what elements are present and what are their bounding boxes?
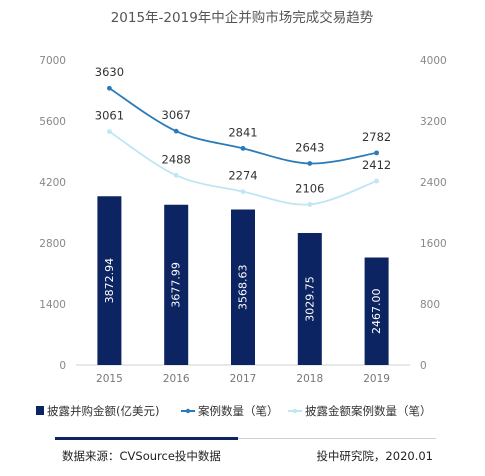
bar xyxy=(364,257,389,365)
label-layer: 3872.94 3677.99 3568.63 3029.75 2467.00 3630 3… xyxy=(95,65,391,334)
series-point xyxy=(173,172,179,178)
y-right-tick-label: 1600 xyxy=(420,238,447,250)
y-left-tick-label: 7000 xyxy=(39,55,66,67)
line-value-label: 2782 xyxy=(362,130,391,144)
y-left-tick-label: 2800 xyxy=(39,238,66,250)
y-right-tick-label: 4000 xyxy=(420,55,447,67)
line-value-label: 2412 xyxy=(362,158,391,172)
y-left-tick-label: 1400 xyxy=(39,299,66,311)
series-point xyxy=(307,202,313,207)
x-tick-label: 2016 xyxy=(163,373,190,385)
series-point xyxy=(307,161,313,166)
footer-publisher: 投中研究院，2020.01 xyxy=(316,449,433,463)
line-value-label: 3630 xyxy=(95,65,124,79)
bar-value-label: 3677.99 xyxy=(170,262,183,308)
y-right-tick-label: 2400 xyxy=(420,177,447,189)
line-value-label: 2488 xyxy=(162,152,191,166)
line-value-label: 2106 xyxy=(295,181,324,195)
legend-label: 案例数量（笔） xyxy=(198,404,279,418)
y-left-tick-label: 4200 xyxy=(39,177,66,189)
bar xyxy=(164,204,189,365)
bar xyxy=(297,232,322,365)
axis-layer: 0 1400 2800 4200 5600 7000 0 800 1600 2400 3200 400… xyxy=(39,55,446,385)
bar-value-label: 2467.00 xyxy=(370,289,383,335)
series-point xyxy=(374,178,379,184)
series-point xyxy=(240,189,246,195)
legend-label: 披露金额案例数量（笔） xyxy=(305,404,432,418)
bar xyxy=(231,209,255,365)
footer: 数据来源：CVSource投中数据 投中研究院，2020.01 xyxy=(55,437,436,463)
y-right-tick-label: 800 xyxy=(420,299,440,311)
y-right-tick-label: 0 xyxy=(420,360,427,372)
bar-value-label: 3029.75 xyxy=(303,276,316,322)
chart-title: 2015年-2019年中企并购市场完成交易趋势 xyxy=(111,9,374,26)
legend-swatch-point xyxy=(185,408,191,414)
line-value-label: 2274 xyxy=(228,169,257,183)
series-point xyxy=(107,85,112,91)
line-value-label: 3061 xyxy=(95,109,124,123)
line-value-label: 2841 xyxy=(228,125,257,139)
y-left-tick-label: 0 xyxy=(59,360,66,372)
y-right-tick-label: 3200 xyxy=(420,116,447,128)
x-tick-label: 2015 xyxy=(96,373,123,385)
line-layer xyxy=(107,85,379,207)
legend-swatch-bar xyxy=(36,406,44,415)
legend-swatch-point xyxy=(292,408,298,414)
footer-accent-bar xyxy=(55,437,238,440)
legend-label: 披露并购金额(亿美元) xyxy=(47,404,159,418)
line-value-label: 2643 xyxy=(295,140,324,154)
x-tick-label: 2017 xyxy=(230,373,257,385)
y-left-tick-label: 5600 xyxy=(39,116,66,128)
line-value-label: 3067 xyxy=(162,108,191,122)
x-tick-label: 2019 xyxy=(363,373,390,385)
legend: 披露并购金额(亿美元) 案例数量（笔） 披露金额案例数量（笔） xyxy=(36,404,432,418)
bar-value-label: 3568.63 xyxy=(237,265,250,311)
series-point xyxy=(374,150,379,156)
series-point xyxy=(107,129,112,134)
x-tick-label: 2018 xyxy=(296,373,323,385)
bar xyxy=(97,196,122,365)
bar-layer xyxy=(97,196,389,365)
footer-source: 数据来源：CVSource投中数据 xyxy=(62,449,221,463)
series-point xyxy=(173,128,179,134)
bar-value-label: 3872.94 xyxy=(103,258,116,304)
series-point xyxy=(240,145,246,151)
